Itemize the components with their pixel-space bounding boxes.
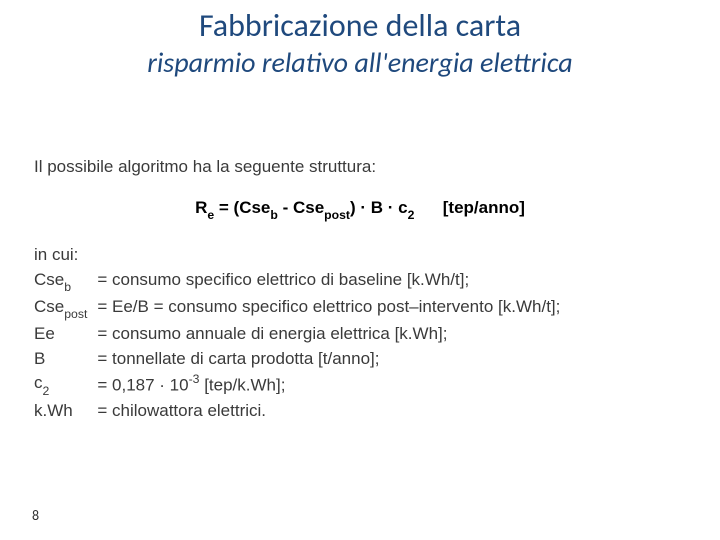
formula-lhs: R	[195, 198, 207, 217]
def-text: = chilowattora elettrici.	[97, 400, 560, 425]
def-symbol: B	[34, 348, 97, 373]
formula-spacer	[414, 198, 442, 217]
slide-title: Fabbricazione della carta	[0, 6, 720, 45]
definitions-table: Cseb = consumo specifico elettrico di ba…	[34, 269, 560, 425]
slide-body: Il possibile algoritmo ha la seguente st…	[34, 156, 686, 425]
formula-unit: [tep/anno]	[443, 198, 525, 217]
def-row: c2 = 0,187 · 10-3 [tep/k.Wh];	[34, 372, 560, 400]
page-number: 8	[32, 507, 39, 524]
formula-mid: - Cse	[278, 198, 324, 217]
in-cui-label: in cui:	[34, 244, 686, 267]
formula-sub3: 2	[408, 208, 415, 222]
def-text: = Ee/B = consumo specifico elettrico pos…	[97, 296, 560, 323]
formula-lhs-sub: e	[207, 208, 214, 222]
def-text: = tonnellate di carta prodotta [t/anno];	[97, 348, 560, 373]
formula-sub1: b	[270, 208, 277, 222]
def-text: = consumo specifico elettrico di baselin…	[97, 269, 560, 296]
formula-close: ) · B · c	[350, 198, 408, 217]
slide: Fabbricazione della carta risparmio rela…	[0, 6, 720, 540]
def-symbol: Ee	[34, 323, 97, 348]
def-row: Ee = consumo annuale di energia elettric…	[34, 323, 560, 348]
def-row: Cseb = consumo specifico elettrico di ba…	[34, 269, 560, 296]
formula-open: = (Cse	[214, 198, 270, 217]
def-symbol: k.Wh	[34, 400, 97, 425]
intro-text: Il possibile algoritmo ha la seguente st…	[34, 156, 686, 179]
def-text: = consumo annuale di energia elettrica […	[97, 323, 560, 348]
def-row: B = tonnellate di carta prodotta [t/anno…	[34, 348, 560, 373]
def-row: k.Wh = chilowattora elettrici.	[34, 400, 560, 425]
formula-sub2: post	[324, 208, 350, 222]
formula: Re = (Cseb - Csepost) · B · c2 [tep/anno…	[34, 197, 686, 222]
def-symbol: c2	[34, 372, 97, 400]
slide-subtitle: risparmio relativo all'energia elettrica	[0, 45, 720, 80]
def-symbol: Csepost	[34, 296, 97, 323]
def-text: = 0,187 · 10-3 [tep/k.Wh];	[97, 372, 560, 400]
def-row: Csepost = Ee/B = consumo specifico elett…	[34, 296, 560, 323]
def-symbol: Cseb	[34, 269, 97, 296]
